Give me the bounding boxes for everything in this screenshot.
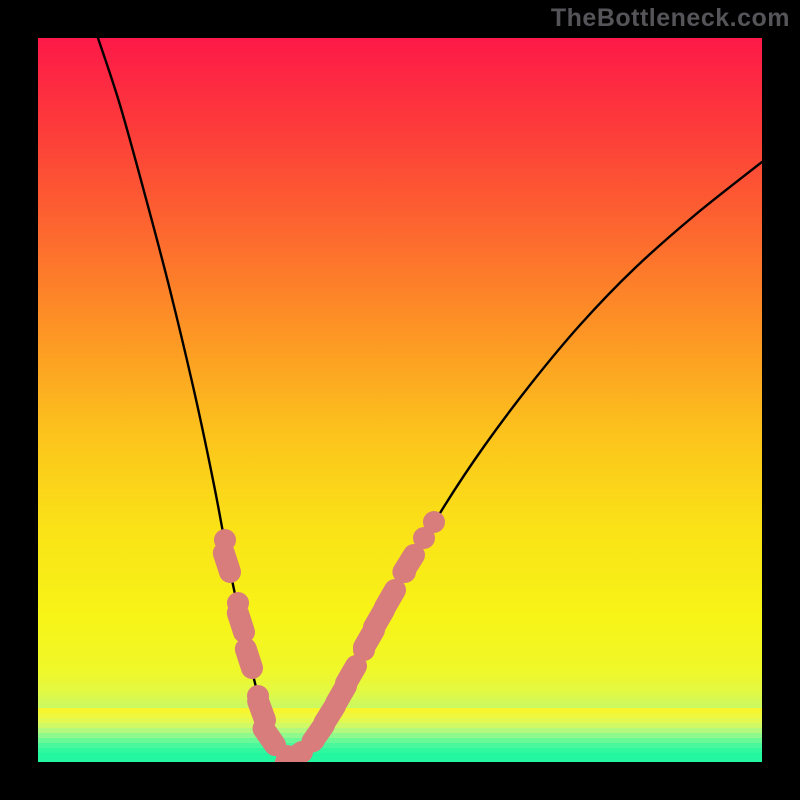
gradient-area: [38, 38, 762, 762]
watermark-text: TheBottleneck.com: [551, 4, 790, 33]
chart-canvas: TheBottleneck.com: [0, 0, 800, 800]
chart-svg: [0, 0, 800, 800]
bottom-stripes: [38, 708, 762, 762]
marker-circle: [423, 511, 445, 533]
